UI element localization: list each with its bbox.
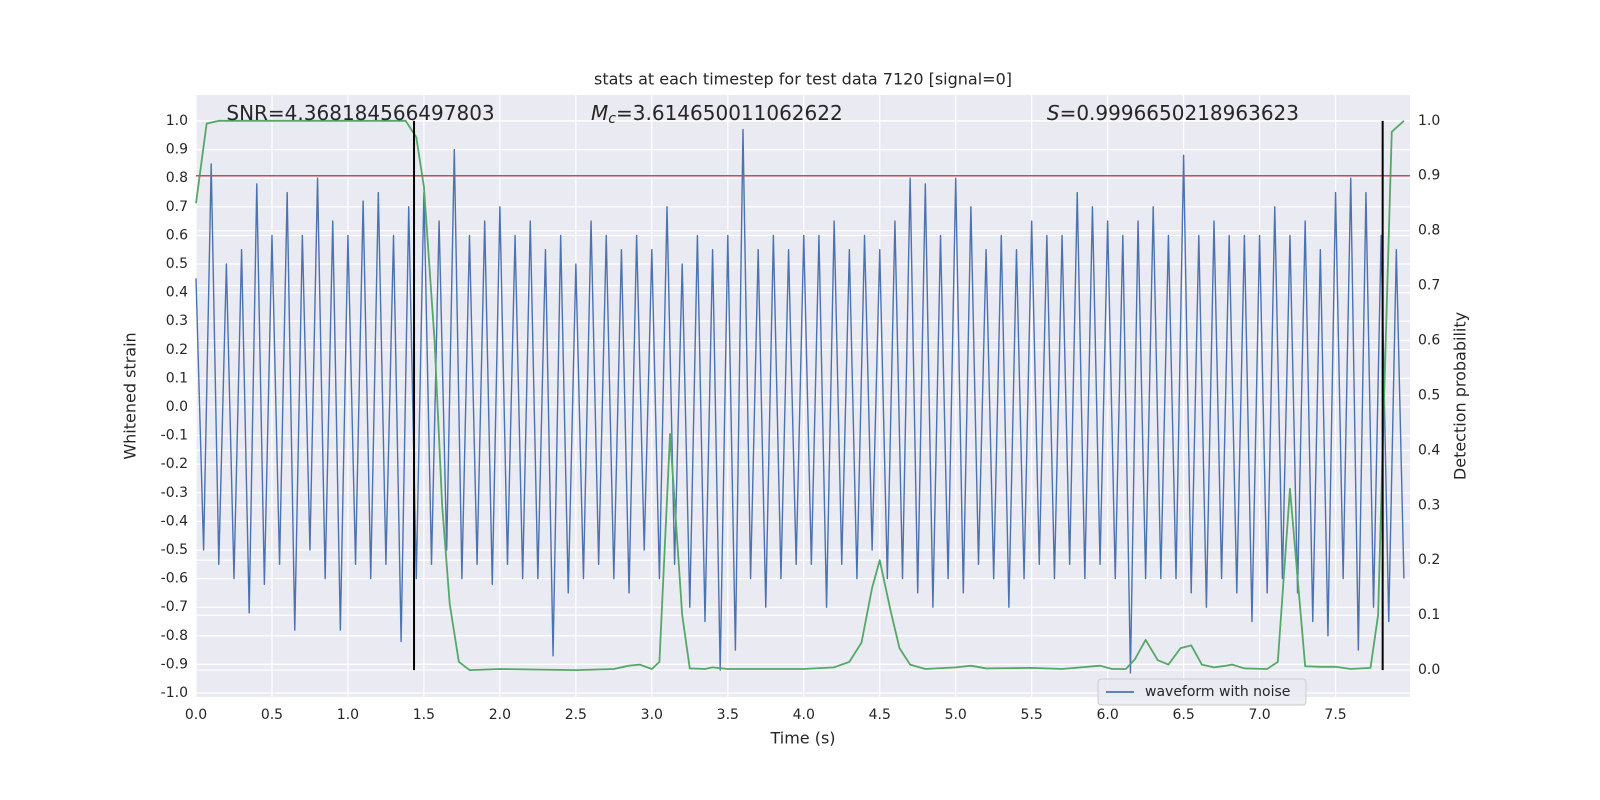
- y-tick-label: 1.0: [166, 113, 188, 129]
- y-tick-label: -0.6: [161, 571, 188, 587]
- x-tick-label: 2.5: [565, 707, 587, 723]
- y-tick-label: -0.3: [161, 485, 188, 501]
- annotation: Mc=3.614650011062622: [591, 101, 843, 128]
- y-tick-label: 0.7: [166, 199, 188, 215]
- x-tick-label: 2.0: [489, 707, 511, 723]
- y-tick-label: -1.0: [161, 685, 188, 701]
- y-tick-label: 0.9: [166, 142, 188, 158]
- annotation: S=0.9996650218963623: [1047, 101, 1299, 125]
- x-tick-label: 1.0: [337, 707, 359, 723]
- y2-tick-label: 1.0: [1418, 113, 1440, 129]
- x-axis-label: Time (s): [769, 729, 835, 748]
- annotation-symbol: M: [591, 101, 608, 125]
- annotation-subscript: c: [608, 111, 616, 127]
- x-tick-label: 4.5: [869, 707, 891, 723]
- series-line: [195, 128, 1405, 674]
- x-tick-label: 0.5: [261, 707, 283, 723]
- y-axis-label: Whitened strain: [121, 332, 140, 459]
- annotation-text: =3.614650011062622: [616, 101, 843, 125]
- y-tick-label: 0.4: [166, 285, 188, 301]
- x-tick-label: 3.5: [717, 707, 739, 723]
- y-tick-label: 0.8: [166, 170, 188, 186]
- series-line: [195, 119, 1405, 671]
- x-tick-label: 5.5: [1021, 707, 1043, 723]
- y-tick-label: 0.2: [166, 342, 188, 358]
- y2-tick-label: 0.0: [1418, 662, 1440, 678]
- x-tick-label: 3.0: [641, 707, 663, 723]
- x-tick-label: 6.0: [1097, 707, 1119, 723]
- y-tick-label: 0.6: [166, 227, 188, 243]
- chart-title: stats at each timestep for test data 712…: [594, 70, 1012, 89]
- x-tick-label: 6.5: [1172, 707, 1194, 723]
- y-tick-label: -0.8: [161, 628, 188, 644]
- annotation-text: =0.9996650218963623: [1060, 101, 1299, 125]
- annotation: SNR=4.368184566497803: [226, 101, 494, 125]
- y-tick-label: -0.2: [161, 456, 188, 472]
- y2-tick-label: 0.7: [1418, 278, 1440, 294]
- y2-tick-label: 0.9: [1418, 168, 1440, 184]
- y2-tick-label: 0.3: [1418, 497, 1440, 513]
- x-tick-label: 7.0: [1248, 707, 1270, 723]
- y-tick-label: -0.7: [161, 599, 188, 615]
- annotation-text: SNR=4.368184566497803: [226, 101, 494, 125]
- x-tick-label: 0.0: [185, 707, 207, 723]
- y-tick-label: -0.9: [161, 656, 188, 672]
- y2-tick-label: 0.4: [1418, 442, 1440, 458]
- y-tick-label: 0.5: [166, 256, 188, 272]
- y-tick-label: 0.1: [166, 370, 188, 386]
- x-tick-label: 1.5: [413, 707, 435, 723]
- y2-axis-label: Detection probability: [1451, 312, 1470, 480]
- x-tick-label: 5.0: [945, 707, 967, 723]
- y2-tick-label: 0.2: [1418, 552, 1440, 568]
- x-tick-label: 4.0: [793, 707, 815, 723]
- legend-box: [1097, 678, 1307, 706]
- y-tick-label: -0.5: [161, 542, 188, 558]
- y-tick-label: -0.4: [161, 513, 188, 529]
- y-tick-label: -0.1: [161, 428, 188, 444]
- x-tick-label: 7.5: [1324, 707, 1346, 723]
- y-tick-label: 0.0: [166, 399, 188, 415]
- y2-tick-label: 0.6: [1418, 333, 1440, 349]
- y-tick-label: 0.3: [166, 313, 188, 329]
- y2-tick-label: 0.8: [1418, 223, 1440, 239]
- annotation-symbol: S: [1047, 101, 1060, 125]
- y2-tick-label: 0.1: [1418, 607, 1440, 623]
- y2-tick-label: 0.5: [1418, 387, 1440, 403]
- legend-label: waveform with noise: [1145, 684, 1290, 700]
